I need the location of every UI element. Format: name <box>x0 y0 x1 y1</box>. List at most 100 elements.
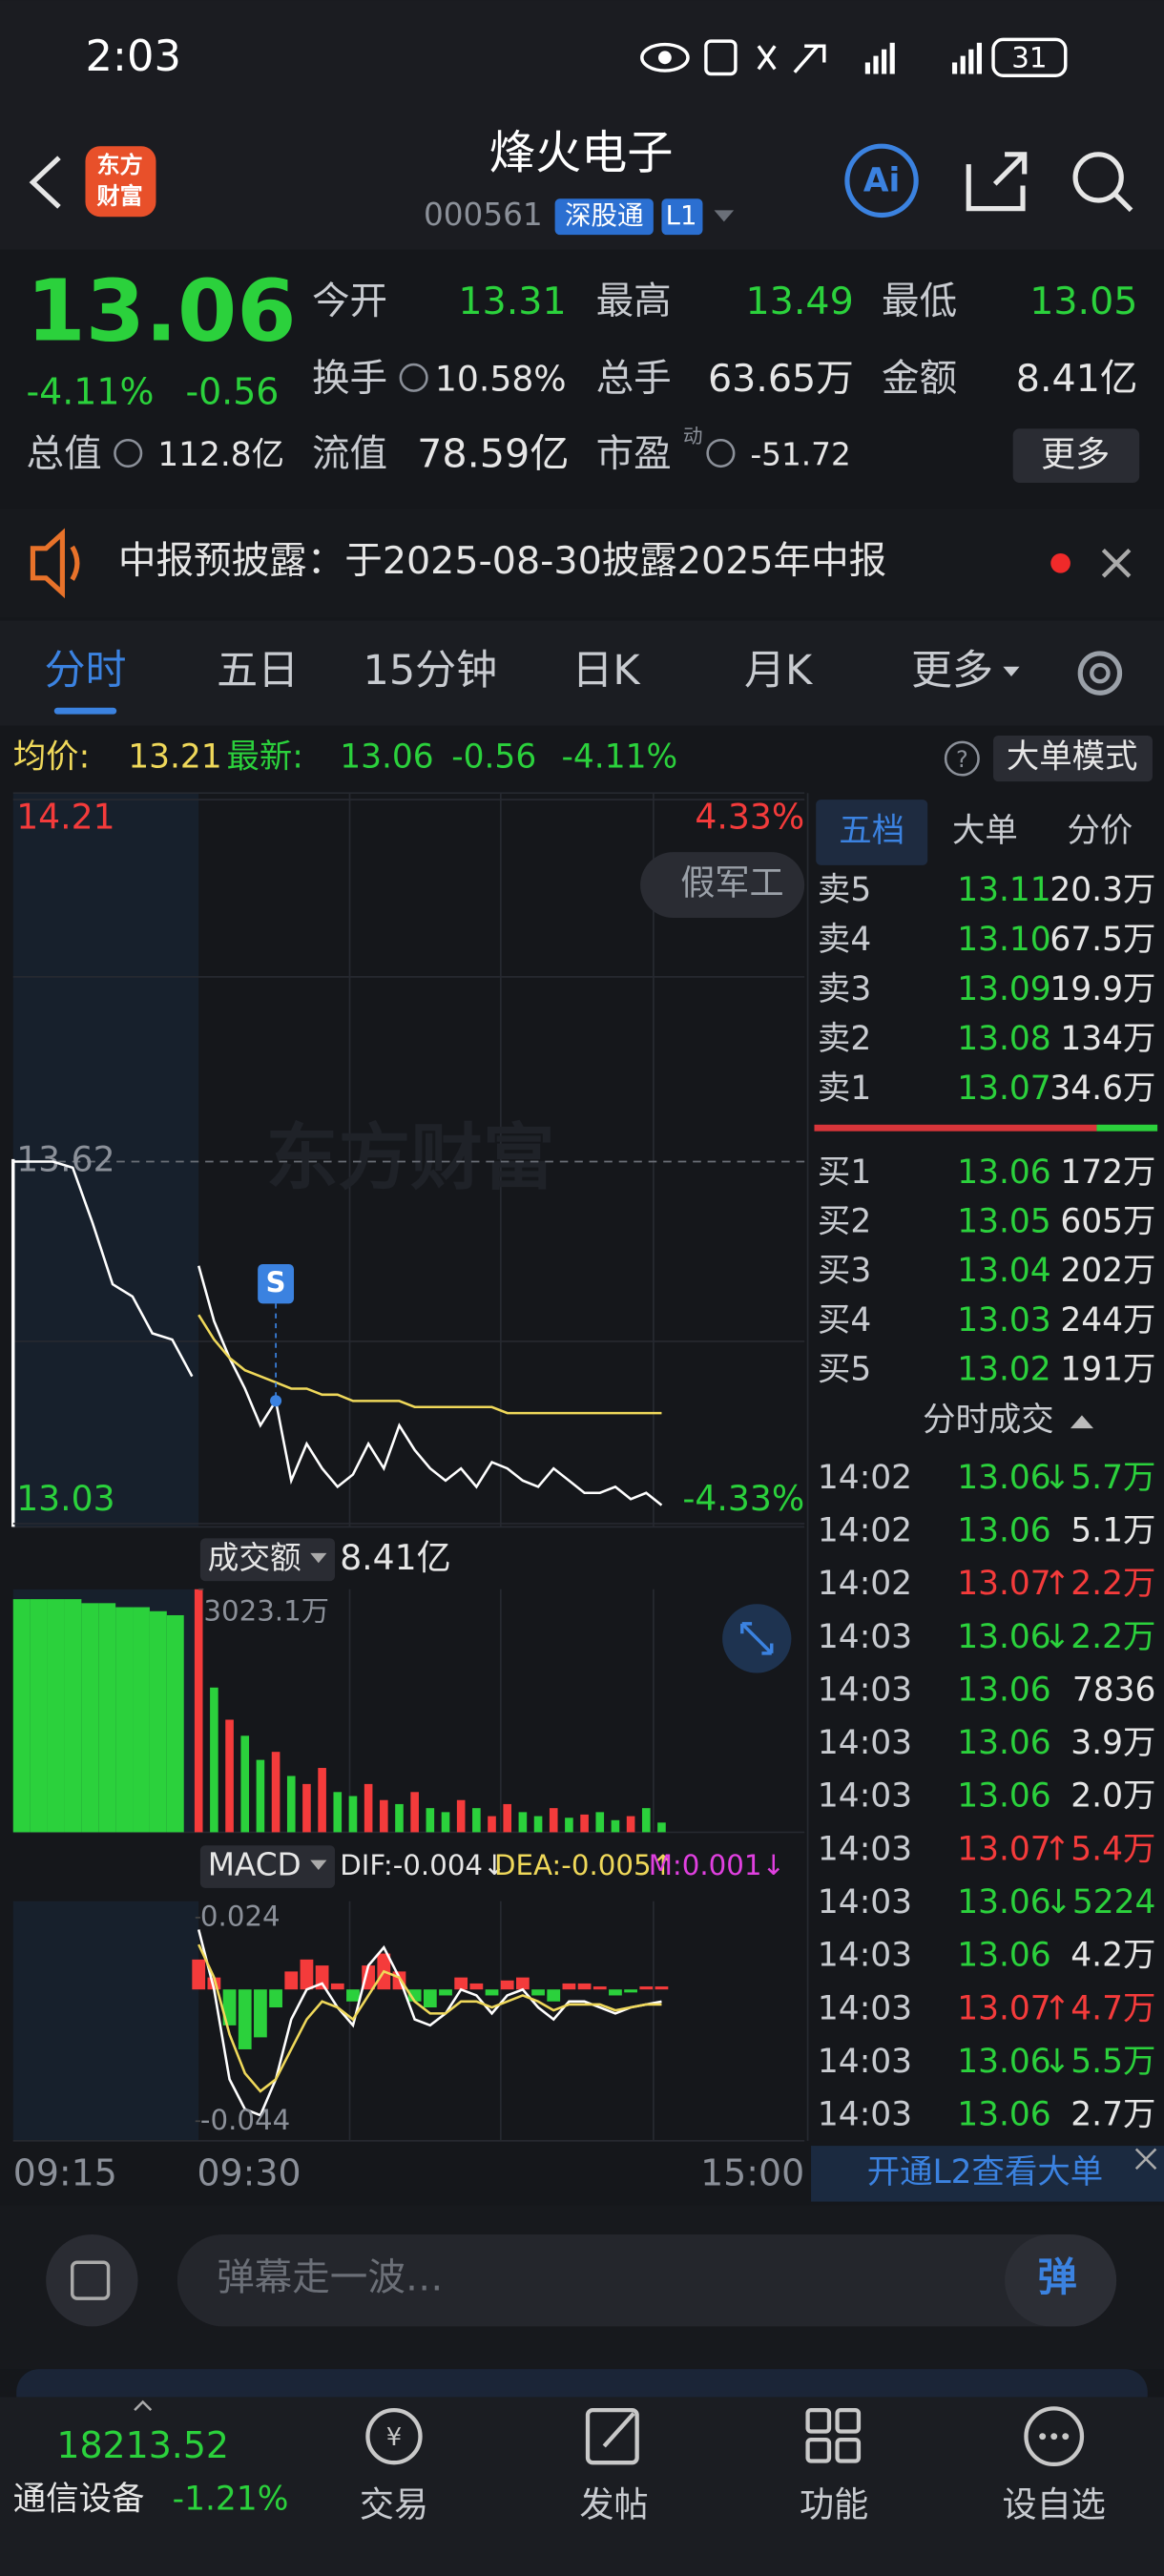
nav-item[interactable]: 交易 <box>360 2484 428 2525</box>
info-avg-label: 均价: <box>13 738 90 777</box>
back-button[interactable] <box>29 156 61 209</box>
dropdown-arrow <box>714 210 735 222</box>
tab-dropdown <box>1003 666 1020 677</box>
expand-icon <box>740 1622 774 1655</box>
trade-price: 13.06 <box>957 1724 1050 1762</box>
book-tab[interactable]: 大单 <box>952 812 1018 850</box>
macd-bar <box>362 1965 376 1990</box>
close-promo[interactable] <box>1134 2148 1157 2171</box>
sector-name: 通信设备 <box>13 2480 145 2518</box>
volume-bar <box>380 1799 388 1833</box>
premarket-volume-bar <box>149 1610 167 1833</box>
share-button[interactable] <box>966 152 1028 212</box>
close-notice[interactable] <box>1101 549 1132 578</box>
mode-button[interactable] <box>993 735 1153 782</box>
nav-item[interactable]: 功能 <box>800 2484 868 2525</box>
trade-volume: ↓5224 <box>1045 1883 1155 1922</box>
book-price: 13.07 <box>957 1070 1050 1108</box>
marker-badge[interactable] <box>258 1264 295 1304</box>
indicator-select[interactable] <box>199 1538 336 1582</box>
macd-bar <box>562 1983 576 1990</box>
status-icons <box>640 37 1068 77</box>
search-button[interactable] <box>1072 152 1124 203</box>
book-tab[interactable]: 五档 <box>839 812 904 850</box>
book-volume: 605万 <box>1060 1203 1155 1241</box>
dea-label: DEA:-0.005↑ <box>494 1849 675 1881</box>
status-time: 2:03 <box>85 31 180 81</box>
tab[interactable]: 15分钟 <box>363 647 497 695</box>
ai-icon: Ai <box>863 162 900 200</box>
premarket-volume-bar <box>166 1614 184 1833</box>
more-button[interactable] <box>1012 428 1140 483</box>
book-price: 13.03 <box>957 1301 1050 1340</box>
trade-time: 14:03 <box>818 1937 912 1975</box>
ai-button[interactable] <box>844 143 919 218</box>
trade-price: 13.06 <box>957 1883 1050 1922</box>
book-volume: 34.6万 <box>1050 1070 1155 1108</box>
tab[interactable]: 分时 <box>44 647 126 695</box>
trade-volume: ↓5.7万 <box>1043 1459 1155 1497</box>
field-value: 13.49 <box>746 280 854 323</box>
field-label: 最低 <box>882 280 957 323</box>
index-value: 18213.52 <box>56 2424 229 2466</box>
volume-bar <box>518 1812 528 1833</box>
settings-button[interactable] <box>1077 651 1123 696</box>
field-value: 78.59亿 <box>417 430 569 476</box>
active-book-tab <box>816 800 928 865</box>
tab[interactable]: 日K <box>572 647 641 695</box>
book-tab[interactable]: 分价 <box>1067 812 1133 850</box>
danmaku-button[interactable] <box>1005 2234 1117 2327</box>
trade-volume: 2.7万 <box>1070 2096 1155 2134</box>
volume-bar <box>595 1812 605 1833</box>
premarket-volume-bar <box>98 1603 116 1833</box>
comment-input[interactable] <box>177 2234 1117 2327</box>
change-percent: -4.11% <box>27 371 155 413</box>
macd-bar <box>515 1977 530 1990</box>
macd-bar <box>284 1971 299 1990</box>
macd-bar <box>423 1989 437 2008</box>
field-label: 换手 <box>312 357 387 401</box>
tab[interactable]: 五日 <box>217 647 299 695</box>
nav-item[interactable]: 设自选 <box>1003 2484 1106 2525</box>
y2-tick-label: 4.33% <box>695 797 804 838</box>
help-icon[interactable] <box>944 740 980 777</box>
premarket-volume-bar <box>47 1599 65 1833</box>
last-price: 13.06 <box>27 262 297 362</box>
book-price: 13.08 <box>957 1020 1050 1058</box>
book-level: 买4 <box>818 1301 871 1340</box>
book-price: 13.05 <box>957 1203 1050 1241</box>
info-latest: 13.06 <box>340 738 434 777</box>
m-label: M:0.001↓ <box>649 1849 785 1881</box>
trade-price: 13.06 <box>957 1459 1050 1497</box>
volume-bar <box>302 1783 311 1833</box>
book-level: 卖3 <box>818 970 871 1008</box>
macd-bar <box>192 1959 206 1990</box>
macd-bar <box>454 1977 468 1990</box>
indicator-select[interactable] <box>199 1845 336 1888</box>
tab[interactable]: 月K <box>744 647 814 695</box>
active-tab-indicator <box>53 707 117 715</box>
dropdown-arrow <box>310 1859 327 1870</box>
volume-bar <box>611 1819 620 1833</box>
level-tag: L1 <box>666 200 697 231</box>
promo-bg[interactable] <box>811 2146 1164 2202</box>
y-tick-label: 0.024 <box>200 1900 281 1932</box>
book-volume: 202万 <box>1060 1252 1155 1290</box>
book-volume: 19.9万 <box>1050 970 1155 1008</box>
concept-tag-bg[interactable] <box>640 852 805 918</box>
trade-time: 14:02 <box>818 1512 912 1550</box>
tab[interactable]: 更多 <box>911 647 993 695</box>
nav-item[interactable]: 发帖 <box>579 2484 648 2525</box>
volume-bar <box>565 1818 573 1833</box>
macd-label: MACD <box>208 1847 301 1883</box>
book-price: 13.04 <box>957 1252 1050 1290</box>
tag-bg <box>661 198 703 236</box>
comment-settings[interactable] <box>46 2234 138 2327</box>
book-volume: 134万 <box>1060 1020 1155 1058</box>
macd-bar <box>269 1989 282 2008</box>
volume-bar <box>271 1752 281 1833</box>
macd-bar <box>639 1986 654 1990</box>
premarket-shade <box>12 1901 199 2141</box>
volume-bar <box>641 1808 651 1833</box>
